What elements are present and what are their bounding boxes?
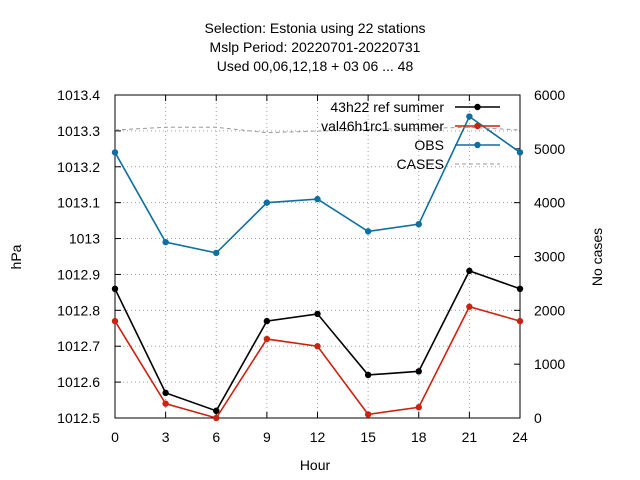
y2-tick-label: 3000	[534, 249, 565, 265]
data-point	[162, 238, 169, 246]
data-point	[466, 303, 473, 310]
y-tick-label: 1013.1	[57, 195, 100, 211]
y-tick-label: 1012.7	[57, 338, 100, 354]
x-tick-label: 24	[512, 429, 528, 445]
data-point	[364, 371, 372, 379]
series-layer	[111, 113, 524, 422]
legend-marker	[474, 141, 481, 149]
x-tick-label: 12	[310, 429, 326, 445]
data-point	[364, 411, 372, 418]
y2-tick-label: 1000	[534, 356, 565, 372]
data-point	[516, 317, 524, 325]
data-point	[466, 113, 473, 120]
x-tick-label: 9	[263, 429, 271, 445]
series-CASES	[114, 126, 521, 134]
y2-tick-label: 6000	[534, 87, 565, 103]
y2-tick-label: 0	[534, 410, 542, 426]
y2-axis-label: No cases	[589, 228, 605, 286]
y-tick-label: 1013.4	[57, 87, 100, 103]
series-val46h1rc1_summer	[111, 303, 524, 422]
y-tick-label: 1012.9	[57, 266, 100, 282]
data-point	[111, 285, 119, 292]
data-point	[213, 407, 220, 415]
title-line-1: Selection: Estonia using 22 stations	[204, 20, 425, 36]
data-point	[162, 389, 169, 397]
x-tick-label: 3	[162, 429, 170, 445]
y-tick-label: 1013.2	[57, 159, 100, 175]
series-line	[114, 126, 521, 134]
data-point	[263, 199, 271, 206]
series-OBS	[111, 113, 524, 257]
data-point	[111, 149, 119, 156]
legend-label: 43h22 ref summer	[330, 99, 444, 115]
legend-entry-CASES: CASES	[397, 156, 500, 172]
data-point	[213, 414, 220, 422]
data-point	[364, 228, 372, 235]
data-point	[466, 267, 473, 275]
x-tick-label: 15	[360, 429, 376, 445]
data-point	[415, 404, 422, 411]
y-tick-label: 1013	[69, 231, 100, 247]
y2-tick-label: 2000	[534, 302, 565, 318]
title-line-2: Mslp Period: 20220701-20220731	[210, 39, 421, 55]
series-43h22_ref_summer	[111, 267, 524, 415]
x-axis-label: Hour	[300, 457, 331, 473]
x-tick-label: 0	[111, 429, 119, 445]
data-point	[263, 335, 271, 343]
series-line	[114, 115, 521, 254]
x-axis-ticks: 0 3 6 9 12 15 18 21 24	[111, 95, 528, 445]
y-tick-label: 1012.5	[57, 410, 100, 426]
y2-tick-label: 4000	[534, 195, 565, 211]
legend: 43h22 ref summer val46h1rc1 summer OBS CASE…	[321, 99, 500, 172]
legend-marker	[474, 122, 481, 130]
x-tick-label: 18	[411, 429, 427, 445]
data-point	[162, 400, 169, 407]
data-point	[263, 317, 271, 325]
legend-entry-43h22_ref_summer: 43h22 ref summer	[330, 99, 500, 115]
data-point	[314, 195, 321, 203]
legend-entry-OBS: OBS	[414, 137, 500, 153]
x-tick-label: 21	[462, 429, 478, 445]
data-point	[516, 285, 524, 292]
data-point	[213, 249, 220, 257]
data-point	[111, 317, 119, 325]
y-tick-label: 1012.6	[57, 374, 100, 390]
data-point	[314, 343, 321, 350]
y-axis-ticks: 1012.5 1012.6 1012.7 1012.8 1012.9 1013 1013.1…	[57, 87, 121, 426]
legend-label: CASES	[397, 156, 444, 172]
legend-marker	[474, 103, 481, 111]
legend-label: val46h1rc1 summer	[321, 118, 444, 134]
data-point	[415, 221, 422, 228]
title-line-3: Used 00,06,12,18 + 03 06 ... 48	[217, 58, 414, 74]
legend-label: OBS	[414, 137, 444, 153]
y-tick-label: 1012.8	[57, 302, 100, 318]
data-point	[314, 310, 321, 318]
chart-title: Selection: Estonia using 22 stations Msl…	[204, 20, 425, 74]
y-axis-label: hPa	[8, 244, 24, 269]
y2-tick-label: 5000	[534, 141, 565, 157]
legend-entry-val46h1rc1_summer: val46h1rc1 summer	[321, 118, 500, 134]
data-point	[415, 368, 422, 375]
grid-lines	[115, 95, 520, 418]
y-tick-label: 1013.3	[57, 123, 100, 139]
data-point	[516, 149, 524, 156]
x-tick-label: 6	[212, 429, 220, 445]
y2-axis-ticks: 0 1000 2000 3000 4000 5000 6000	[514, 87, 565, 426]
